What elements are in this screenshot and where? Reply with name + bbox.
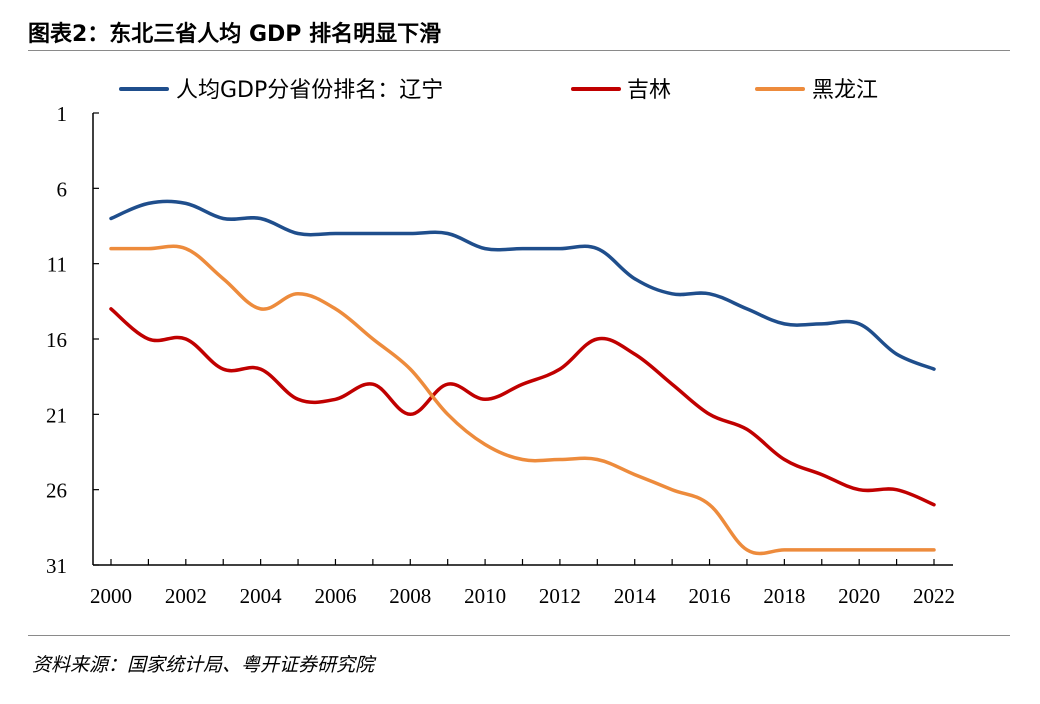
x-tick-label: 2020 xyxy=(838,584,880,608)
series-line-liaoning xyxy=(109,199,936,371)
chart-series xyxy=(109,199,936,556)
legend-label-jilin: 吉林 xyxy=(627,78,671,103)
series-line-jilin xyxy=(109,307,936,507)
x-tick-label: 2018 xyxy=(763,584,805,608)
legend-label-heilongjiang: 黑龙江 xyxy=(812,78,878,103)
x-tick-label: 2002 xyxy=(165,584,207,608)
series-line-heilongjiang xyxy=(109,244,936,556)
x-tick-label: 2000 xyxy=(90,584,132,608)
title-divider xyxy=(28,50,1010,51)
y-tick-label: 31 xyxy=(46,554,67,578)
y-tick-label: 6 xyxy=(57,177,68,201)
x-tick-label: 2014 xyxy=(614,584,657,608)
y-tick-label: 1 xyxy=(57,102,68,126)
x-tick-label: 2010 xyxy=(464,584,506,608)
x-tick-label: 2016 xyxy=(689,584,731,608)
y-tick-label: 11 xyxy=(47,253,67,277)
x-tick-label: 2004 xyxy=(240,584,283,608)
x-tick-label: 2006 xyxy=(314,584,356,608)
x-tick-label: 2012 xyxy=(539,584,581,608)
x-tick-label: 2022 xyxy=(913,584,955,608)
footer-divider xyxy=(28,635,1010,636)
y-tick-label: 21 xyxy=(46,403,67,427)
source-note: 资料来源：国家统计局、粤开证券研究院 xyxy=(32,654,375,676)
y-tick-label: 26 xyxy=(46,479,67,503)
chart-legend: 人均GDP分省份排名：辽宁 吉林 黑龙江 xyxy=(119,78,878,103)
legend-label-liaoning: 人均GDP分省份排名：辽宁 xyxy=(176,78,443,103)
y-tick-label: 16 xyxy=(46,328,67,352)
figure-title: 图表2：东北三省人均 GDP 排名明显下滑 xyxy=(28,22,442,47)
x-tick-label: 2008 xyxy=(389,584,431,608)
